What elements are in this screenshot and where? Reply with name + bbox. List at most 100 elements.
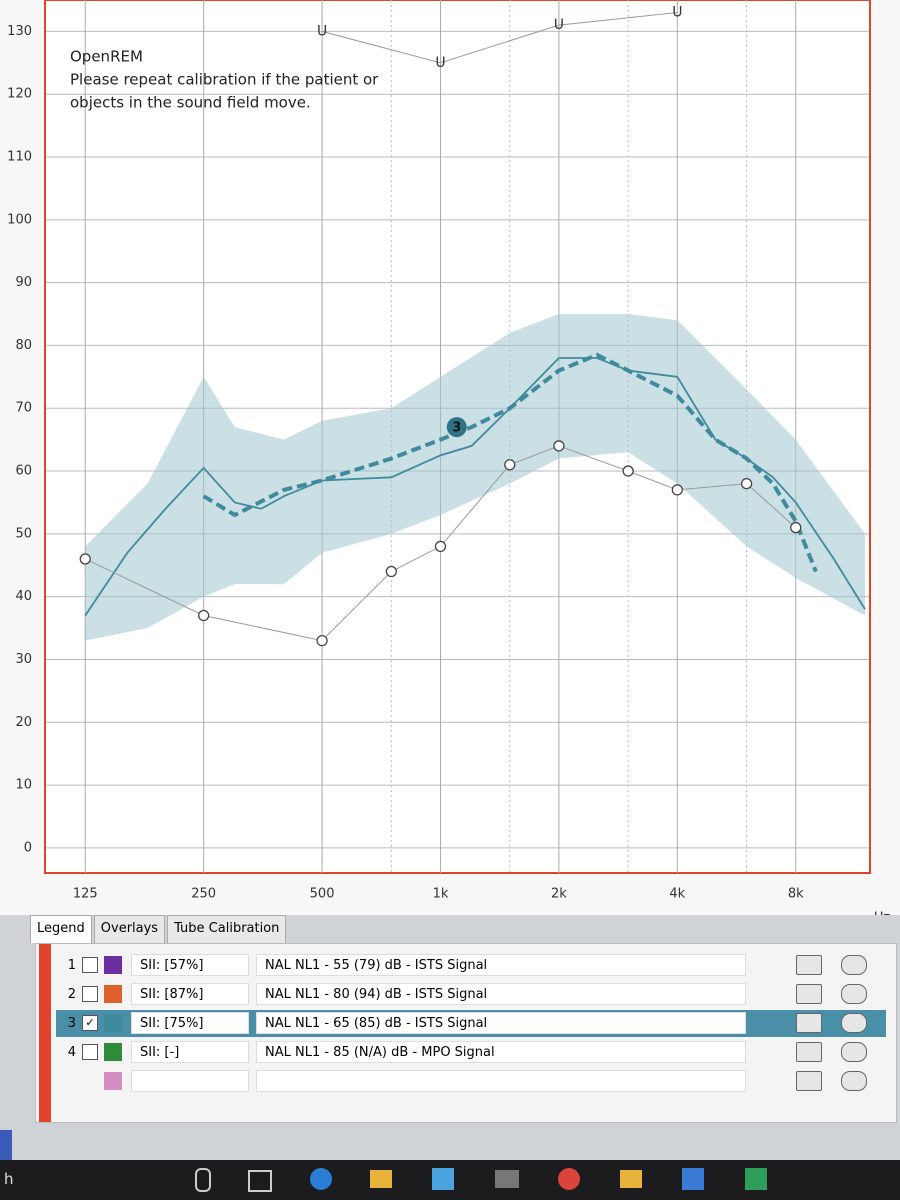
ucl-point: U xyxy=(554,17,564,33)
checkbox[interactable] xyxy=(82,986,98,1002)
legend-stripe xyxy=(39,944,51,1122)
chart: 0 10 20 30 40 50 60 70 80 90 100 110 120 130 125 250 500… xyxy=(0,0,900,915)
curve xyxy=(84,357,866,616)
sii-cell: SII: [-] xyxy=(131,1041,249,1063)
table-button[interactable] xyxy=(796,1013,822,1033)
taskbar: h xyxy=(0,1160,900,1200)
ucl-point: U xyxy=(435,55,445,71)
y-tick-label: 90 xyxy=(15,275,32,290)
curve xyxy=(202,352,818,573)
annotation: objects in the sound field move. xyxy=(70,94,311,112)
row-number: 3 xyxy=(67,1016,76,1031)
color-swatch[interactable] xyxy=(104,1014,122,1032)
app-icon xyxy=(745,1168,767,1190)
label-cell: NAL NL1 - 55 (79) dB - ISTS Signal xyxy=(256,954,746,976)
row-number: 1 xyxy=(67,958,76,973)
table-button[interactable] xyxy=(796,1071,822,1091)
threshold-point xyxy=(671,484,683,496)
color-swatch[interactable] xyxy=(104,956,122,974)
app-icon xyxy=(682,1168,704,1190)
sii-cell: SII: [87%] xyxy=(131,983,249,1005)
threshold-point xyxy=(385,565,397,578)
ucl-point: U xyxy=(672,5,682,21)
threshold-point xyxy=(622,465,634,477)
comment-button[interactable] xyxy=(841,955,867,975)
tab[interactable]: Legend xyxy=(30,915,92,943)
legend-row[interactable]: 2 SII: [87%] NAL NL1 - 80 (94) dB - ISTS S… xyxy=(56,981,886,1008)
legend-panel: 1 SII: [57%] NAL NL1 - 55 (79) dB - ISTS S… xyxy=(35,943,897,1123)
curve-marker-label: 3 xyxy=(452,421,461,436)
folder-icon xyxy=(620,1170,642,1188)
annotation: OpenREM xyxy=(70,48,143,66)
x-tick-label: 4k xyxy=(669,887,685,902)
label-cell: NAL NL1 - 65 (85) dB - ISTS Signal xyxy=(256,1012,746,1034)
x-tick-label: 8k xyxy=(788,887,804,902)
checkbox[interactable] xyxy=(82,957,98,973)
color-swatch[interactable] xyxy=(104,1043,122,1061)
x-tick-label: 500 xyxy=(310,887,335,902)
row-number: 4 xyxy=(67,1045,76,1060)
sii-cell: SII: [75%] xyxy=(131,1012,249,1034)
desktop-edge xyxy=(0,1130,12,1160)
threshold-point xyxy=(504,459,516,471)
x-tick-label: 125 xyxy=(73,887,98,902)
y-tick-label: 120 xyxy=(7,87,32,102)
label-cell xyxy=(256,1070,746,1092)
comment-button[interactable] xyxy=(841,1013,867,1033)
y-tick-label: 60 xyxy=(15,464,32,479)
y-tick-label: 30 xyxy=(15,652,32,667)
annotation: Please repeat calibration if the patient… xyxy=(70,71,379,89)
taskview-icon xyxy=(248,1170,272,1192)
comment-button[interactable] xyxy=(841,1071,867,1091)
x-tick-label: 2k xyxy=(551,887,567,902)
y-tick-label: 10 xyxy=(15,778,32,793)
ucl-point: U xyxy=(317,23,327,39)
label-cell: NAL NL1 - 85 (N/A) dB - MPO Signal xyxy=(256,1041,746,1063)
threshold-point xyxy=(553,440,565,452)
legend-row[interactable] xyxy=(56,1068,886,1095)
mic-icon xyxy=(195,1168,211,1192)
legend-row[interactable]: 4 SII: [-] NAL NL1 - 85 (N/A) dB - MPO Sig… xyxy=(56,1039,886,1066)
checkbox[interactable]: ✓ xyxy=(82,1015,98,1031)
table-button[interactable] xyxy=(796,955,822,975)
x-tick-label: 250 xyxy=(191,887,216,902)
threshold-point xyxy=(79,553,91,565)
y-tick-label: 100 xyxy=(7,212,32,227)
color-swatch[interactable] xyxy=(104,1072,122,1090)
y-tick-label: 110 xyxy=(7,150,32,165)
app-icon xyxy=(495,1170,519,1188)
threshold-point xyxy=(434,540,447,553)
y-tick-label: 50 xyxy=(15,526,32,541)
checkbox[interactable] xyxy=(82,1044,98,1060)
table-button[interactable] xyxy=(796,984,822,1004)
y-tick-label: 130 xyxy=(7,24,32,39)
y-tick-label: 20 xyxy=(15,715,32,730)
target-range xyxy=(85,314,866,641)
edge-icon xyxy=(310,1168,332,1190)
comment-button[interactable] xyxy=(841,1042,867,1062)
tab[interactable]: Overlays xyxy=(93,915,166,943)
tabs: Legend Overlays Tube Calibration xyxy=(30,915,288,943)
y-tick-label: 40 xyxy=(15,589,32,604)
taskbar-text: h xyxy=(4,1170,14,1188)
threshold-point xyxy=(316,634,328,647)
label-cell: NAL NL1 - 80 (94) dB - ISTS Signal xyxy=(256,983,746,1005)
threshold-point xyxy=(790,521,802,534)
sii-cell xyxy=(131,1070,249,1092)
threshold-line xyxy=(321,12,678,64)
threshold-point xyxy=(740,477,753,490)
chrome-icon xyxy=(558,1168,580,1190)
legend-row[interactable]: 3 ✓ SII: [75%] NAL NL1 - 65 (85) dB - ISTS … xyxy=(56,1010,886,1037)
y-tick-label: 80 xyxy=(15,338,32,353)
row-number: 2 xyxy=(67,987,76,1002)
legend-row[interactable]: 1 SII: [57%] NAL NL1 - 55 (79) dB - ISTS S… xyxy=(56,952,886,979)
store-icon xyxy=(432,1168,454,1190)
comment-button[interactable] xyxy=(841,984,867,1004)
folder-icon xyxy=(370,1170,392,1188)
y-tick-label: 0 xyxy=(24,840,32,855)
tab[interactable]: Tube Calibration xyxy=(167,915,287,943)
curve-marker xyxy=(446,417,467,438)
color-swatch[interactable] xyxy=(104,985,122,1003)
table-button[interactable] xyxy=(796,1042,822,1062)
